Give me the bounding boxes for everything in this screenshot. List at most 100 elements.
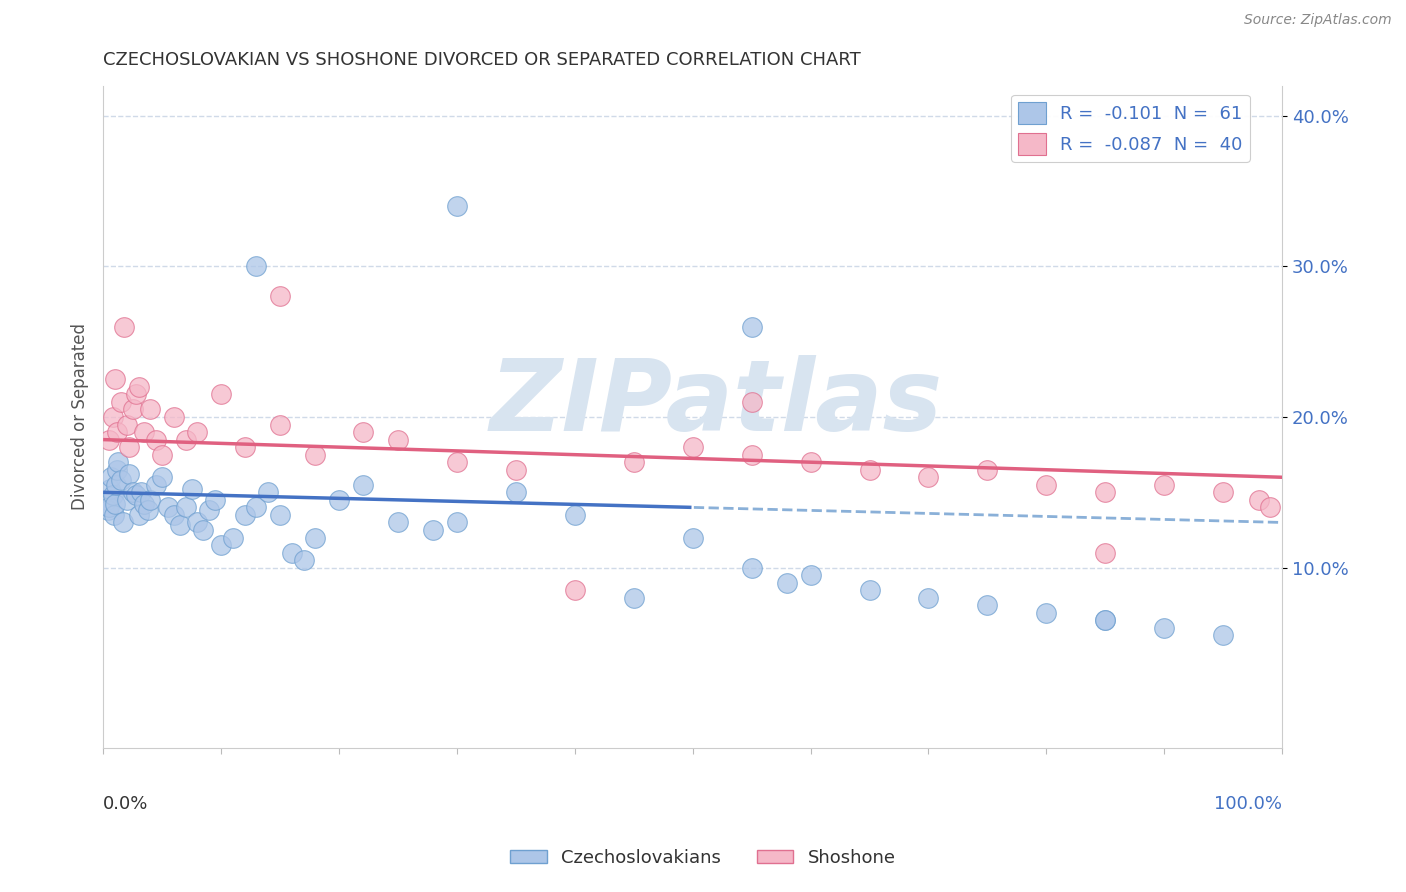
Point [245,500,267,515]
Point [233,508,256,522]
Point [304,448,326,462]
Point [150,470,173,484]
Point [98,433,121,447]
Point [1212,485,1234,500]
Point [741,395,763,409]
Point [446,516,468,530]
Point [125,488,148,502]
Point [1247,492,1270,507]
Point [1035,606,1057,620]
Point [104,497,127,511]
Point [163,508,186,522]
Point [800,568,823,582]
Y-axis label: Divorced or Separated: Divorced or Separated [72,324,89,510]
Point [112,319,135,334]
Point [269,289,291,303]
Point [1094,614,1116,628]
Text: CZECHOSLOVAKIAN VS SHOSHONE DIVORCED OR SEPARATED CORRELATION CHART: CZECHOSLOVAKIAN VS SHOSHONE DIVORCED OR … [103,51,860,69]
Point [1153,477,1175,491]
Point [1094,485,1116,500]
Point [976,463,998,477]
Point [917,591,939,605]
Point [139,402,162,417]
Point [800,455,823,469]
Point [387,516,409,530]
Point [145,433,167,447]
Point [139,492,162,507]
Point [623,455,645,469]
Point [422,523,444,537]
Text: 100.0%: 100.0% [1215,795,1282,813]
Point [281,546,304,560]
Point [976,599,998,613]
Point [150,448,173,462]
Point [115,492,138,507]
Point [129,485,152,500]
Point [1212,628,1234,642]
Point [245,260,267,274]
Point [125,387,148,401]
Point [858,583,880,598]
Point [222,531,245,545]
Point [352,425,374,439]
Point [209,538,232,552]
Point [136,503,159,517]
Point [741,560,763,574]
Point [387,433,409,447]
Point [193,523,215,537]
Point [269,417,291,432]
Point [328,492,350,507]
Point [1094,546,1116,560]
Point [564,508,586,522]
Point [163,409,186,424]
Point [105,477,128,491]
Text: ZIPatlas: ZIPatlas [489,355,943,452]
Point [156,500,179,515]
Point [292,553,315,567]
Legend: R =  -0.101  N =  61, R =  -0.087  N =  40: R = -0.101 N = 61, R = -0.087 N = 40 [1011,95,1250,162]
Point [917,470,939,484]
Point [128,380,150,394]
Point [1094,614,1116,628]
Point [741,319,763,334]
Point [112,516,135,530]
Point [105,463,128,477]
Point [98,483,121,497]
Point [128,508,150,522]
Point [134,497,156,511]
Point [776,575,799,590]
Point [110,395,132,409]
Point [134,425,156,439]
Point [104,372,127,386]
Point [233,440,256,454]
Point [564,583,586,598]
Point [115,417,138,432]
Point [682,440,704,454]
Point [269,508,291,522]
Point [107,455,129,469]
Point [623,591,645,605]
Point [209,387,232,401]
Point [174,500,197,515]
Point [741,448,763,462]
Point [204,492,226,507]
Point [118,440,141,454]
Point [505,463,527,477]
Point [101,488,124,502]
Point [118,467,141,482]
Point [110,473,132,487]
Point [505,485,527,500]
Point [1035,477,1057,491]
Point [174,433,197,447]
Point [257,485,280,500]
Text: 0.0%: 0.0% [103,795,149,813]
Point [98,500,121,515]
Point [1260,500,1282,515]
Point [103,508,125,522]
Point [121,485,143,500]
Point [121,402,143,417]
Point [101,409,124,424]
Legend: Czechoslovakians, Shoshone: Czechoslovakians, Shoshone [503,842,903,874]
Point [446,455,468,469]
Point [145,477,167,491]
